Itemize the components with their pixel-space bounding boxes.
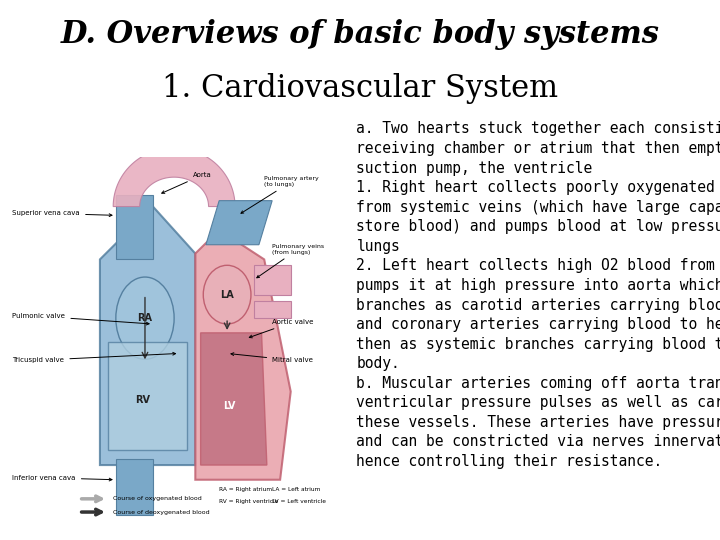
Ellipse shape (116, 277, 174, 359)
Ellipse shape (203, 265, 251, 324)
Text: D. Overviews of basic body systems: D. Overviews of basic body systems (60, 19, 660, 50)
Text: Pulmonary veins
(from lungs): Pulmonary veins (from lungs) (257, 244, 324, 278)
Text: LA = Left atrium: LA = Left atrium (272, 488, 320, 492)
Text: Inferior vena cava: Inferior vena cava (12, 475, 112, 481)
Polygon shape (116, 195, 153, 259)
Text: RA = Right atrium: RA = Right atrium (219, 488, 272, 492)
Polygon shape (253, 265, 291, 295)
Text: Superior vena cava: Superior vena cava (12, 211, 112, 217)
Polygon shape (253, 301, 291, 318)
Text: Pulmonary artery
(to lungs): Pulmonary artery (to lungs) (241, 176, 319, 213)
Polygon shape (195, 230, 291, 480)
Text: Aortic valve: Aortic valve (249, 319, 313, 338)
Text: Tricuspid valve: Tricuspid valve (12, 353, 176, 363)
Text: 1. Cardiovascular System: 1. Cardiovascular System (162, 73, 558, 104)
Polygon shape (113, 148, 235, 206)
Polygon shape (116, 459, 153, 515)
Text: LV = Left ventricle: LV = Left ventricle (272, 500, 326, 504)
Text: Pulmonic valve: Pulmonic valve (12, 313, 149, 325)
Polygon shape (108, 342, 187, 450)
Text: LA: LA (220, 289, 234, 300)
Text: Course of deoxygenated blood: Course of deoxygenated blood (113, 510, 210, 515)
Text: LV: LV (224, 401, 236, 411)
Text: RV: RV (135, 395, 150, 406)
Text: RV = Right ventricle: RV = Right ventricle (219, 500, 279, 504)
Text: a. Two hearts stuck together each consisting of a
receiving chamber or atrium th: a. Two hearts stuck together each consis… (356, 122, 720, 469)
Text: Mitral valve: Mitral valve (231, 353, 313, 363)
Polygon shape (100, 206, 195, 465)
Text: Course of oxygenated blood: Course of oxygenated blood (113, 496, 202, 501)
Polygon shape (201, 333, 267, 465)
Text: RA: RA (138, 313, 153, 323)
Text: Aorta: Aorta (162, 172, 212, 193)
Polygon shape (206, 201, 272, 245)
